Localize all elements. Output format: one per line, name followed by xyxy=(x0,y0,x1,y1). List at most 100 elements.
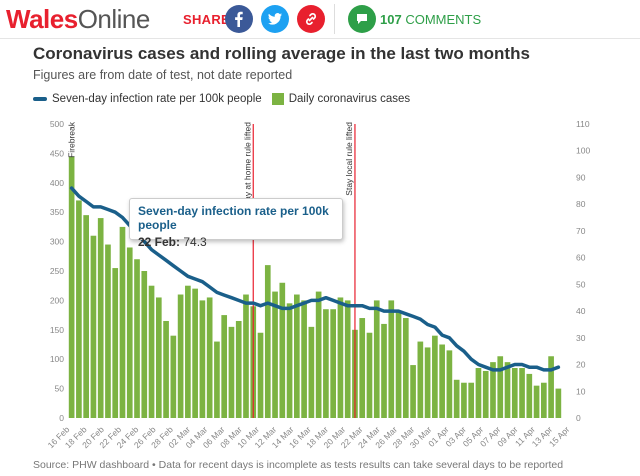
comment-icon xyxy=(357,14,367,24)
case-bar xyxy=(308,326,315,418)
y-right-tick-label: 30 xyxy=(576,333,586,343)
case-bar xyxy=(126,247,133,418)
legend-item-bars[interactable]: Daily coronavirus cases xyxy=(271,93,411,105)
case-bar xyxy=(192,288,198,418)
case-bar xyxy=(199,300,206,418)
infection-rate-line xyxy=(69,186,561,372)
walesonline-logo[interactable]: WalesOnline xyxy=(6,4,150,35)
case-bar xyxy=(134,259,140,418)
y-right-tick-label: 40 xyxy=(576,306,586,316)
header-divider xyxy=(334,4,335,34)
case-bar xyxy=(541,382,547,418)
chart-plot: 0 50 100 150 200 250 300 350 400 450 500 0 10 20 30 40 5… xyxy=(46,119,591,450)
y-right-tick-label: 50 xyxy=(576,279,586,289)
case-bar xyxy=(497,356,504,418)
chart-legend: Seven-day infection rate per 100k people… xyxy=(33,91,420,107)
case-bar xyxy=(439,344,445,418)
case-bar xyxy=(410,365,416,418)
y-right-tick-label: 0 xyxy=(576,413,581,423)
y-left-tick-label: 400 xyxy=(50,178,64,188)
chart-title: Coronavirus cases and rolling average in… xyxy=(33,44,530,63)
case-bar xyxy=(388,300,395,418)
chart-subtitle: Figures are from date of test, not date … xyxy=(33,68,293,82)
y-left-tick-label: 100 xyxy=(50,354,64,364)
case-bar xyxy=(155,297,162,418)
case-bar xyxy=(148,285,155,418)
y-left-tick-label: 0 xyxy=(59,413,64,423)
case-bar xyxy=(315,291,322,418)
y-left-tick-label: 200 xyxy=(50,295,64,305)
case-bar xyxy=(395,312,402,418)
case-bar xyxy=(344,300,351,418)
legend-item-line[interactable]: Seven-day infection rate per 100k people xyxy=(33,93,262,105)
site-header: WalesOnline SHARE 107 COMMENTS xyxy=(0,0,640,38)
comments-label: COMMENTS xyxy=(405,12,482,27)
case-bar xyxy=(235,320,242,418)
case-bar xyxy=(548,356,554,418)
y-left-tick-label: 450 xyxy=(50,148,64,158)
y-right-tick-label: 60 xyxy=(576,253,586,263)
case-bar xyxy=(337,297,344,418)
case-bar xyxy=(76,200,82,418)
case-bar xyxy=(504,362,511,418)
case-bar xyxy=(475,368,482,418)
case-bar xyxy=(264,265,271,418)
y-right-tick-label: 10 xyxy=(576,386,586,396)
case-bar xyxy=(511,368,518,418)
case-bar xyxy=(519,368,525,418)
tooltip-date: 22 Feb: xyxy=(138,235,181,249)
case-bar xyxy=(526,373,533,418)
y-left-tick-label: 300 xyxy=(50,237,64,247)
case-bar xyxy=(141,271,148,418)
case-bar xyxy=(323,309,329,418)
comments-button[interactable] xyxy=(348,5,376,33)
case-bar xyxy=(482,370,489,418)
case-bar xyxy=(432,335,438,418)
twitter-share-button[interactable] xyxy=(261,5,289,33)
case-bar xyxy=(555,388,562,418)
legend-line-label: Seven-day infection rate per 100k people xyxy=(52,93,262,105)
y-right-tick-label: 100 xyxy=(576,146,590,156)
case-bar xyxy=(424,347,431,418)
case-bar xyxy=(221,315,228,418)
case-bar xyxy=(214,341,220,418)
case-bar xyxy=(185,285,191,418)
y-right-tick-label: 80 xyxy=(576,199,586,209)
case-bar xyxy=(366,332,373,418)
share-label: SHARE xyxy=(183,12,231,27)
y-right-tick-label: 110 xyxy=(576,119,590,129)
case-bar xyxy=(177,294,184,418)
case-bar xyxy=(286,303,293,418)
header-rule xyxy=(0,38,640,39)
y-left-tick-label: 350 xyxy=(50,207,64,217)
case-bar xyxy=(301,300,307,418)
case-bar xyxy=(112,268,119,418)
case-bar xyxy=(279,282,286,418)
y-right-tick-label: 70 xyxy=(576,226,586,236)
y-left-tick-label: 250 xyxy=(50,266,64,276)
case-bar xyxy=(381,323,387,418)
case-bar xyxy=(90,235,97,418)
case-bar xyxy=(453,379,460,418)
y-left-tick-label: 500 xyxy=(50,119,64,129)
comments-count: 107 xyxy=(380,12,402,27)
case-bar xyxy=(170,335,177,418)
case-bar xyxy=(373,300,380,418)
comments-link[interactable]: 107 COMMENTS xyxy=(380,12,481,27)
case-bar xyxy=(402,318,409,418)
case-bar xyxy=(257,332,264,418)
case-bar xyxy=(228,326,235,418)
twitter-icon xyxy=(268,13,282,25)
legend-bar-label: Daily coronavirus cases xyxy=(288,93,411,105)
copy-link-button[interactable] xyxy=(297,5,325,33)
chart-tooltip: Seven-day infection rate per 100k people… xyxy=(129,198,343,249)
facebook-share-button[interactable] xyxy=(225,5,253,33)
case-bar xyxy=(330,309,336,418)
case-bar xyxy=(206,297,213,418)
case-bar xyxy=(163,320,169,418)
case-bar xyxy=(119,226,126,418)
case-bar xyxy=(68,156,75,418)
y-left-tick-label: 150 xyxy=(50,325,64,335)
annotation-label: Firebreak xyxy=(67,121,77,158)
case-bar xyxy=(243,294,249,418)
